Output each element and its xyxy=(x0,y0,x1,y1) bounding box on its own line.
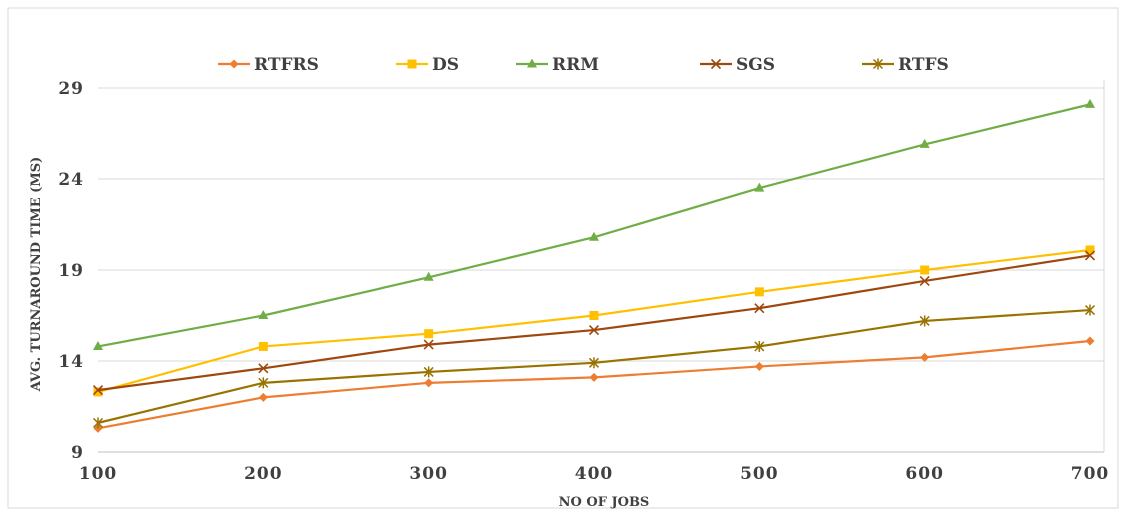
point-marker xyxy=(755,287,764,296)
y-tick-label: 19 xyxy=(58,261,84,281)
x-tick-label: 200 xyxy=(244,464,283,484)
y-axis-title: AVG. TURNAROUND TIME (MS) xyxy=(29,157,44,393)
point-marker xyxy=(920,266,929,275)
point-marker xyxy=(424,329,433,338)
y-tick-label: 14 xyxy=(58,352,84,372)
y-tick-label: 24 xyxy=(58,170,84,190)
point-marker xyxy=(590,311,599,320)
legend-label-sgs: SGS xyxy=(736,55,775,75)
x-tick-label: 400 xyxy=(575,464,614,484)
x-tick-label: 300 xyxy=(409,464,448,484)
x-tick-label: 700 xyxy=(1071,464,1110,484)
legend-label-rrm: RRM xyxy=(552,55,599,75)
legend-label-ds: DS xyxy=(432,55,459,75)
x-tick-label: 600 xyxy=(905,464,944,484)
x-tick-label: 500 xyxy=(740,464,779,484)
legend-label-rtfs: RTFS xyxy=(898,55,949,75)
y-tick-label: 9 xyxy=(71,443,84,463)
point-marker xyxy=(259,342,268,351)
x-tick-label: 100 xyxy=(79,464,118,484)
chart-border xyxy=(8,8,1118,508)
legend-label-rtfrs: RTFRS xyxy=(254,55,319,75)
point-marker xyxy=(408,60,417,69)
x-axis-title: NO OF JOBS xyxy=(559,495,650,510)
y-tick-label: 29 xyxy=(58,79,84,99)
